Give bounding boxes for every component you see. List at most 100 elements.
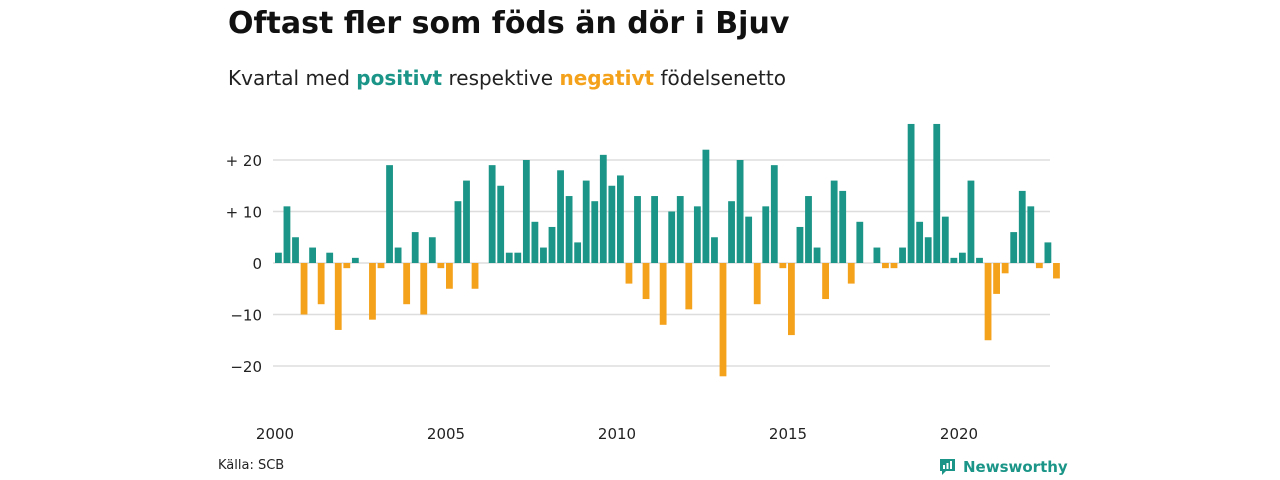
bar-positive bbox=[1044, 242, 1052, 263]
bar-negative bbox=[317, 263, 325, 305]
bar-positive bbox=[873, 247, 881, 263]
bar-negative bbox=[1053, 263, 1060, 279]
bar-positive bbox=[283, 206, 291, 263]
bar-negative bbox=[993, 263, 1000, 294]
bar-positive bbox=[617, 175, 624, 263]
newsworthy-logo-icon bbox=[940, 459, 955, 475]
bar-negative bbox=[753, 263, 761, 305]
bar-positive bbox=[582, 180, 590, 263]
x-tick-label: 2000 bbox=[256, 425, 294, 443]
bar-positive bbox=[634, 196, 641, 263]
source-note: Källa: SCB bbox=[218, 458, 285, 473]
bar-negative bbox=[659, 263, 667, 325]
bar-positive bbox=[599, 154, 607, 263]
bar-negative bbox=[471, 263, 479, 289]
bar-negative bbox=[1035, 263, 1043, 269]
x-tick-label: 2005 bbox=[427, 425, 465, 443]
y-axis-ticks: + 20 + 10 0 −10 −20 bbox=[226, 152, 262, 376]
bar-negative bbox=[882, 263, 889, 269]
bar-positive bbox=[693, 206, 701, 263]
bar-negative bbox=[343, 263, 351, 269]
chart-title: Oftast fler som föds än dör i Bjuv bbox=[228, 6, 790, 41]
x-tick-label: 2015 bbox=[769, 425, 807, 443]
bar-positive bbox=[351, 257, 359, 263]
bar-negative bbox=[984, 263, 992, 341]
bar-positive bbox=[531, 221, 539, 263]
bar-positive bbox=[1018, 190, 1026, 263]
bar-positive bbox=[967, 180, 975, 263]
bar-positive bbox=[924, 237, 932, 263]
subtitle-middle: respektive bbox=[442, 66, 560, 90]
bar-negative bbox=[642, 263, 650, 300]
bar-positive bbox=[770, 165, 778, 263]
bar-positive bbox=[454, 201, 462, 263]
bar-negative bbox=[788, 263, 795, 336]
bar-positive bbox=[309, 247, 316, 263]
bar-positive bbox=[813, 247, 821, 263]
x-axis-ticks: 2000 2005 2010 2015 2020 bbox=[256, 425, 978, 443]
bar-positive bbox=[591, 201, 599, 263]
bar-positive bbox=[762, 206, 770, 263]
bar-positive bbox=[514, 252, 522, 263]
bar-positive bbox=[899, 247, 906, 263]
y-tick-label: + 20 bbox=[226, 152, 262, 170]
bar-negative bbox=[300, 263, 308, 315]
y-tick-label: 0 bbox=[252, 255, 262, 273]
y-tick-label: −10 bbox=[230, 307, 262, 325]
bar-positive bbox=[292, 237, 299, 263]
bar-positive bbox=[394, 247, 402, 263]
bar-positive bbox=[651, 196, 658, 263]
bar-positive bbox=[839, 190, 847, 263]
bar-positive bbox=[522, 160, 530, 263]
bar-positive bbox=[676, 196, 684, 263]
bar-negative bbox=[420, 263, 428, 315]
subtitle-suffix: födelsenetto bbox=[654, 66, 786, 90]
bar-positive bbox=[668, 211, 676, 263]
bar-positive bbox=[702, 149, 710, 263]
bar-negative bbox=[369, 263, 376, 320]
newsworthy-brand[interactable]: Newsworthy bbox=[938, 457, 1068, 476]
bar-positive bbox=[540, 247, 547, 263]
bar-positive bbox=[728, 201, 735, 263]
bar-negative bbox=[685, 263, 693, 310]
x-tick-label: 2020 bbox=[940, 425, 978, 443]
bar-negative bbox=[822, 263, 829, 300]
bar-positive bbox=[428, 237, 436, 263]
bar-positive bbox=[1010, 232, 1018, 263]
bar-negative bbox=[625, 263, 633, 284]
bars bbox=[275, 123, 1060, 377]
bar-positive bbox=[856, 221, 864, 263]
bar-positive bbox=[830, 180, 838, 263]
bar-positive bbox=[805, 196, 812, 263]
subtitle-negative-word: negativt bbox=[559, 66, 655, 90]
bar-positive bbox=[505, 252, 513, 263]
bar-positive bbox=[796, 226, 804, 263]
bar-positive bbox=[745, 216, 753, 263]
bar-positive bbox=[941, 216, 949, 263]
bar-negative bbox=[719, 263, 727, 377]
bar-positive bbox=[386, 165, 393, 263]
bar-positive bbox=[557, 170, 564, 263]
bar-positive bbox=[1027, 206, 1035, 263]
y-tick-label: −20 bbox=[230, 358, 262, 376]
bar-positive bbox=[497, 185, 505, 263]
bar-positive bbox=[976, 257, 983, 263]
bar-positive bbox=[411, 232, 419, 263]
bar-positive bbox=[959, 252, 966, 263]
bar-positive bbox=[565, 196, 573, 263]
bar-positive bbox=[574, 242, 582, 263]
chart-subtitle: Kvartal med positivt respektive negativt… bbox=[228, 66, 786, 90]
bar-positive bbox=[548, 226, 556, 263]
bar-negative bbox=[446, 263, 453, 289]
bar-positive bbox=[608, 185, 616, 263]
bar-positive bbox=[711, 237, 718, 263]
subtitle-prefix: Kvartal med bbox=[228, 66, 357, 90]
bar-negative bbox=[1001, 263, 1009, 274]
bar-negative bbox=[377, 263, 385, 269]
y-tick-label: + 10 bbox=[226, 204, 262, 222]
bar-positive bbox=[275, 252, 282, 263]
x-tick-label: 2010 bbox=[598, 425, 636, 443]
bar-positive bbox=[326, 252, 334, 263]
bar-positive bbox=[488, 165, 496, 263]
bar-negative bbox=[403, 263, 411, 305]
